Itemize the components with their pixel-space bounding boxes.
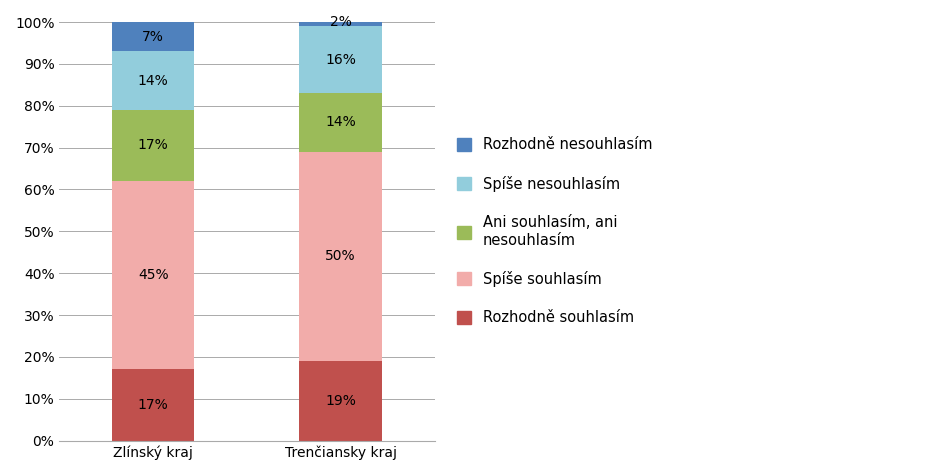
Text: 45%: 45% bbox=[138, 268, 169, 282]
Bar bbox=[299, 93, 382, 152]
Bar bbox=[299, 26, 382, 93]
Bar bbox=[299, 361, 382, 441]
Bar bbox=[299, 18, 382, 26]
Bar bbox=[112, 181, 194, 370]
Bar bbox=[299, 152, 382, 361]
Text: 17%: 17% bbox=[137, 398, 169, 412]
Bar bbox=[112, 22, 194, 51]
Text: 2%: 2% bbox=[330, 15, 351, 29]
Text: 50%: 50% bbox=[326, 249, 356, 264]
Bar bbox=[112, 370, 194, 441]
Text: 14%: 14% bbox=[137, 74, 169, 87]
Text: 19%: 19% bbox=[326, 394, 356, 408]
Text: 17%: 17% bbox=[137, 139, 169, 152]
Bar bbox=[112, 110, 194, 181]
Legend: Rozhodně nesouhlasím, Spíše nesouhlasím, Ani souhlasím, ani
nesouhlasím, Spíše s: Rozhodně nesouhlasím, Spíše nesouhlasím,… bbox=[449, 130, 660, 332]
Text: 14%: 14% bbox=[326, 115, 356, 130]
Text: 7%: 7% bbox=[142, 29, 164, 44]
Bar bbox=[112, 51, 194, 110]
Text: 16%: 16% bbox=[326, 53, 356, 66]
